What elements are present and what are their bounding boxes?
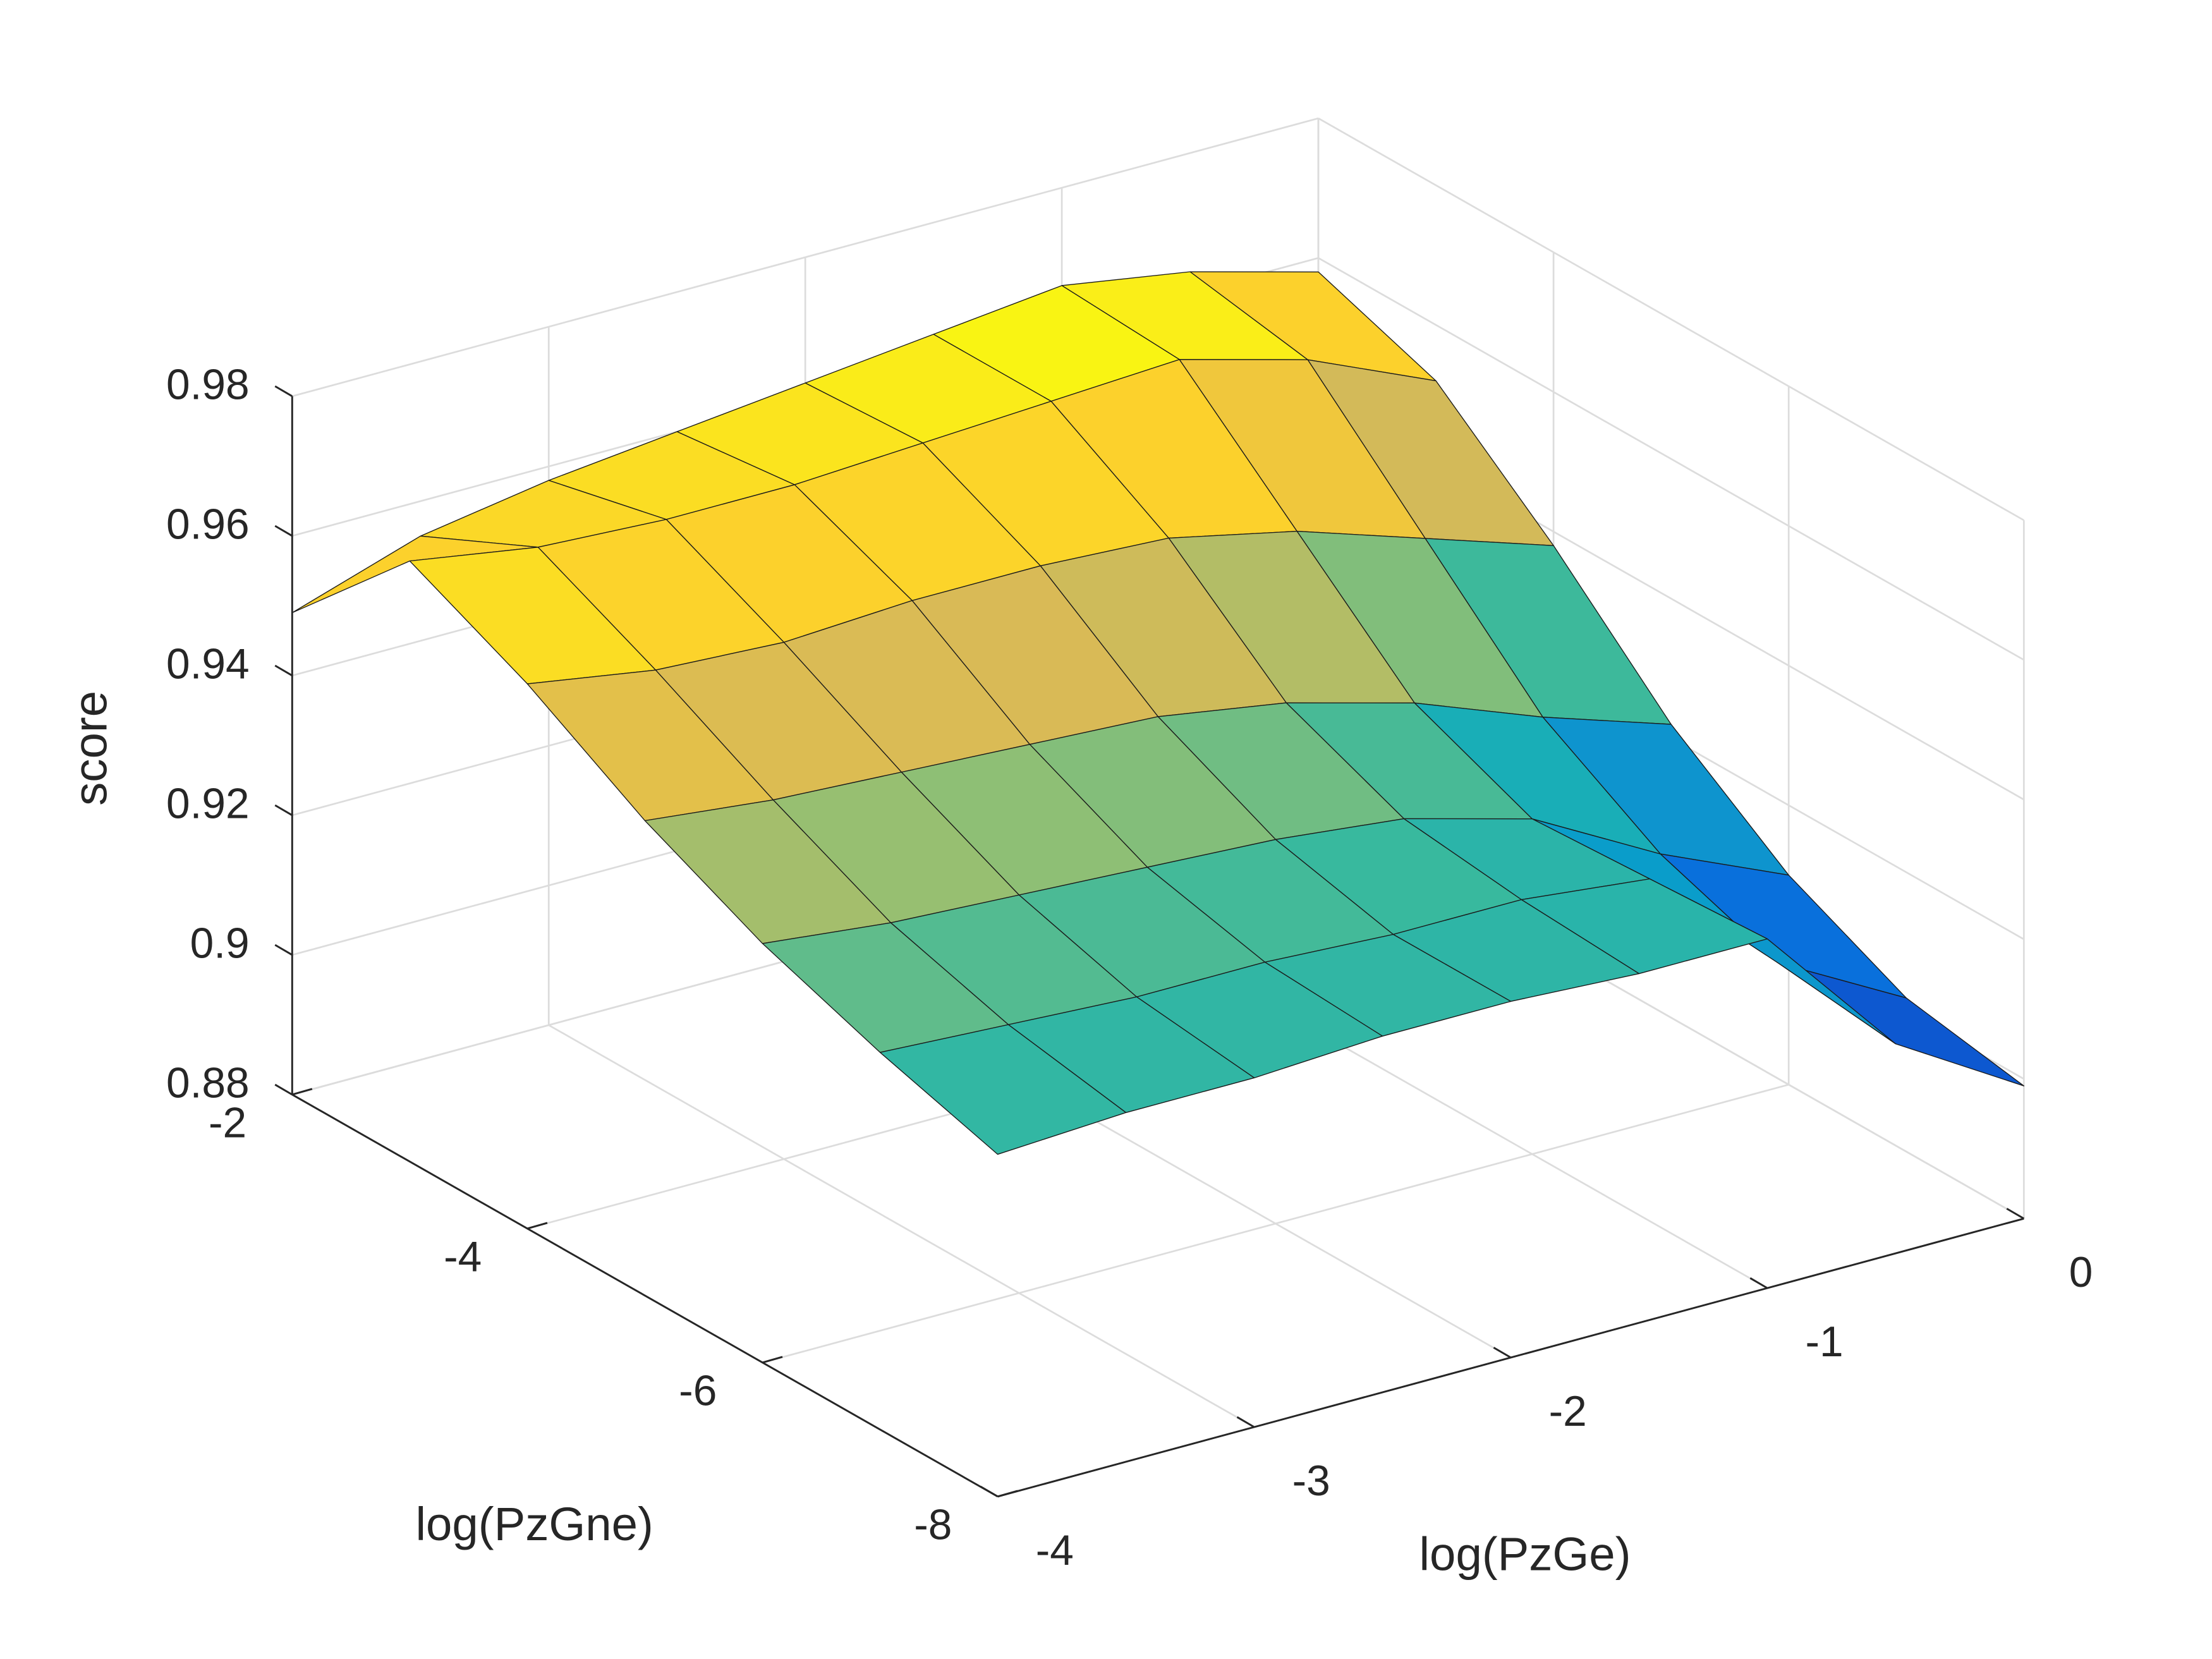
y-tick [527,1222,548,1230]
surface-patch [879,1024,1127,1155]
z-tick [274,525,293,537]
grid-line [291,117,1319,398]
x-axis-label: log(PzGe) [1419,1528,1631,1581]
grid-line [762,1083,1789,1364]
x-tick-label: -2 [1549,1388,1587,1435]
z-tick-label: 0.94 [166,640,250,688]
z-tick-label: 0.98 [166,361,250,408]
z-tick [274,1083,293,1096]
z-tick-label: 0.88 [166,1059,250,1107]
y-tick-label: -6 [679,1367,717,1414]
z-tick [274,944,293,956]
grid-line [1318,118,2024,521]
grid-line [1318,257,2024,661]
x-tick [2006,1208,2025,1220]
x-tick-label: 0 [2069,1249,2093,1296]
z-tick [274,664,293,677]
z-tick [274,385,293,398]
x-tick-label: -4 [1036,1527,1074,1574]
x-tick [980,1485,999,1498]
y-tick [762,1356,783,1364]
x-tick-label: -3 [1292,1457,1330,1505]
x-axis [997,1217,2024,1498]
x-tick [1493,1346,1512,1359]
z-axis-label: score [64,691,116,806]
axes: -4-3-2-10-8-6-4-20.880.90.920.940.960.98 [166,361,2093,1574]
surface [291,271,2024,1155]
y-tick [997,1490,1018,1498]
y-tick-label: -2 [209,1099,246,1146]
y-tick-label: -4 [444,1233,482,1280]
x-tick [1236,1416,1255,1428]
z-tick-label: 0.96 [166,501,250,548]
y-axis-label: log(PzGne) [416,1498,653,1550]
z-tick [274,804,293,817]
x-tick-label: -1 [1806,1318,1844,1366]
x-tick [1749,1277,1768,1289]
grid-line [548,1024,1255,1428]
z-tick-label: 0.92 [166,780,250,827]
y-tick [291,1088,313,1096]
y-tick-label: -8 [914,1501,952,1548]
y-axis [291,1093,999,1498]
z-tick-label: 0.9 [190,920,250,967]
